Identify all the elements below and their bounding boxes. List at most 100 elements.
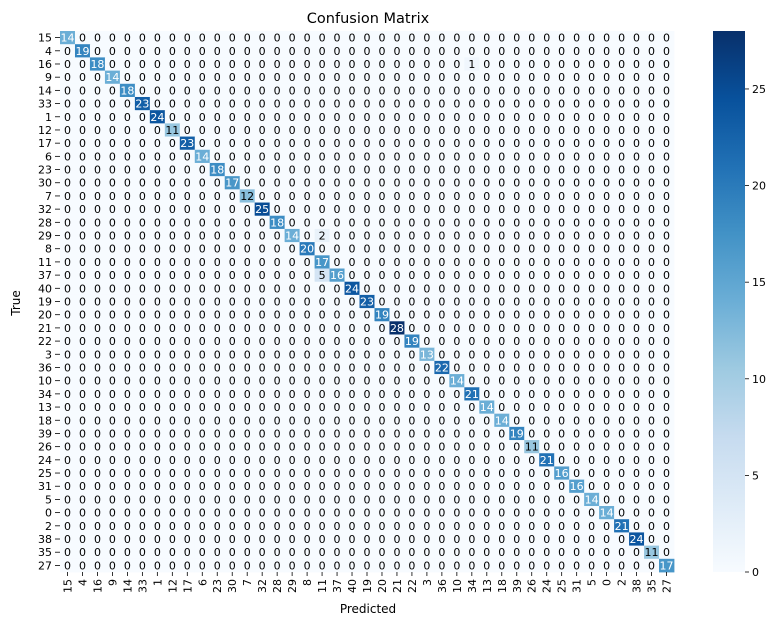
cell-value: 0 xyxy=(648,375,655,388)
cell-value: 0 xyxy=(274,414,281,427)
heatmap-cell xyxy=(60,215,76,230)
heatmap-cell xyxy=(359,387,375,401)
heatmap-cell xyxy=(134,281,151,296)
heatmap-cell xyxy=(254,215,271,230)
heatmap-cell xyxy=(224,374,241,388)
cell-value: 0 xyxy=(274,401,281,414)
cell-value: 0 xyxy=(169,309,176,322)
heatmap-cell xyxy=(269,268,286,283)
cell-value: 0 xyxy=(603,177,610,190)
heatmap-cell xyxy=(284,347,301,362)
cell-value: 0 xyxy=(663,243,670,256)
cell-value: 0 xyxy=(468,203,475,216)
cell-value: 0 xyxy=(79,427,86,440)
heatmap-cell xyxy=(299,44,315,58)
heatmap-cell xyxy=(224,242,241,256)
cell-value: 0 xyxy=(393,269,400,282)
heatmap-cell xyxy=(524,334,540,349)
cell-value: 14 xyxy=(600,507,614,520)
cell-value: 0 xyxy=(139,164,146,177)
heatmap-cell xyxy=(464,44,480,58)
cell-value: 0 xyxy=(169,216,176,229)
heatmap-cell xyxy=(60,268,76,283)
heatmap-cell xyxy=(314,110,330,124)
heatmap-cell xyxy=(404,387,420,401)
cell-value: 0 xyxy=(169,269,176,282)
heatmap-cell xyxy=(494,96,510,111)
cell-value: 0 xyxy=(259,348,266,361)
cell-value: 0 xyxy=(558,401,565,414)
y-tick-label: 10 xyxy=(38,375,52,388)
cell-value: 0 xyxy=(483,296,490,309)
x-tick-label: 2 xyxy=(616,579,629,586)
cell-value: 0 xyxy=(543,230,550,243)
heatmap-cell xyxy=(599,202,615,217)
cell-value: 0 xyxy=(378,507,385,520)
cell-value: 0 xyxy=(244,32,251,45)
cell-value: 0 xyxy=(349,507,356,520)
cell-value: 0 xyxy=(513,559,520,572)
heatmap-cell xyxy=(554,334,570,349)
heatmap-cell xyxy=(60,57,76,71)
heatmap-cell xyxy=(314,360,330,375)
cell-value: 0 xyxy=(603,150,610,163)
cell-value: 0 xyxy=(498,32,505,45)
cell-value: 0 xyxy=(124,493,131,506)
cell-value: 14 xyxy=(495,414,509,427)
heatmap-cell xyxy=(359,255,375,269)
cell-value: 0 xyxy=(244,309,251,322)
cell-value: 0 xyxy=(289,190,296,203)
heatmap-cell xyxy=(209,176,226,190)
cell-value: 0 xyxy=(184,164,191,177)
x-tick-label: 10 xyxy=(451,579,464,593)
x-tick-label: 4 xyxy=(76,579,89,586)
cell-value: 0 xyxy=(393,190,400,203)
heatmap-cell xyxy=(359,215,375,230)
heatmap-cell xyxy=(194,334,211,349)
cell-value: 0 xyxy=(618,203,625,216)
cell-value: 0 xyxy=(94,361,101,374)
cell-value: 0 xyxy=(244,45,251,58)
cell-value: 0 xyxy=(289,401,296,414)
heatmap-cell xyxy=(299,321,315,335)
heatmap-cell xyxy=(134,162,151,177)
cell-value: 0 xyxy=(364,375,371,388)
cell-value: 0 xyxy=(244,322,251,335)
heatmap-cell xyxy=(299,479,315,494)
heatmap-cell xyxy=(554,255,570,269)
heatmap-cell xyxy=(239,242,256,256)
cell-value: 0 xyxy=(259,296,266,309)
heatmap-cell xyxy=(314,123,330,137)
heatmap-cell xyxy=(659,189,675,203)
heatmap-cell xyxy=(314,334,330,349)
heatmap-cell xyxy=(509,83,525,98)
heatmap-cell xyxy=(554,149,570,164)
cell-value: 0 xyxy=(543,427,550,440)
heatmap-cell xyxy=(134,31,151,45)
cell-value: 0 xyxy=(483,335,490,348)
cell-value: 0 xyxy=(543,401,550,414)
cell-value: 0 xyxy=(259,322,266,335)
cell-value: 0 xyxy=(334,507,341,520)
heatmap-cell xyxy=(584,294,600,309)
cell-value: 18 xyxy=(120,84,134,97)
cell-value: 0 xyxy=(169,137,176,150)
heatmap-cell xyxy=(149,281,166,296)
x-tick-label: 36 xyxy=(436,579,449,593)
heatmap-cell xyxy=(74,228,91,243)
heatmap-cell xyxy=(209,374,226,388)
heatmap-cell xyxy=(209,479,226,494)
heatmap-cell xyxy=(449,96,465,111)
cell-value: 0 xyxy=(364,203,371,216)
heatmap-cell xyxy=(554,453,570,467)
x-tick-label: 13 xyxy=(481,579,494,593)
cell-value: 13 xyxy=(420,348,434,361)
cell-value: 0 xyxy=(618,546,625,559)
cell-value: 0 xyxy=(274,559,281,572)
heatmap-cell xyxy=(179,162,196,177)
cell-value: 0 xyxy=(588,375,595,388)
cell-value: 0 xyxy=(259,150,266,163)
cell-value: 0 xyxy=(229,375,236,388)
x-tick-label: 12 xyxy=(166,579,179,593)
cell-value: 0 xyxy=(528,375,535,388)
